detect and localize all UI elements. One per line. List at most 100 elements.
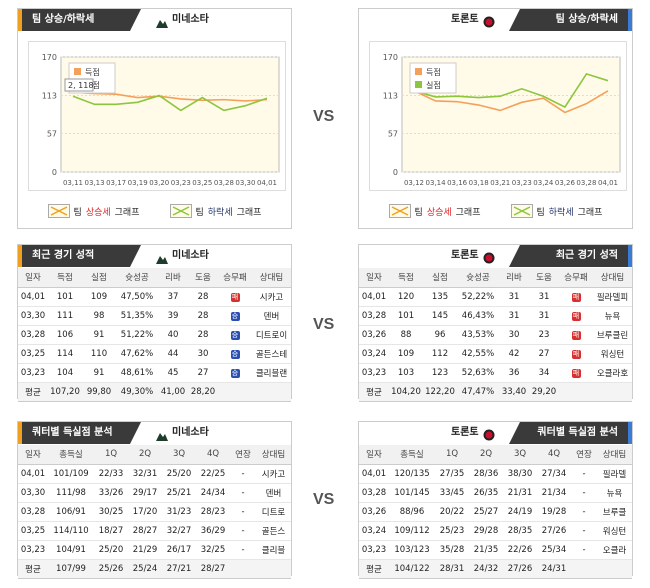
table-cell: 28/35 [503, 521, 537, 541]
series-line [72, 91, 268, 102]
table-row: 03,23 104/91 25/20 21/29 26/17 32/25- 클리블 [18, 540, 291, 560]
table-cell: 디트로이 [252, 325, 291, 345]
legend-up-word: 상승세 [426, 207, 452, 218]
minnesota-logo-icon [156, 428, 168, 441]
table-cell: 04,01 [18, 287, 48, 307]
minnesota-logo-icon [156, 15, 168, 28]
table-cell: 88 [389, 325, 423, 345]
table-cell: 109/112 [389, 521, 435, 541]
column-header: 도움 [188, 268, 218, 288]
table-cell: 91 [82, 325, 116, 345]
x-tick-label: 03,20 [149, 179, 169, 187]
down-trend-icon [510, 204, 533, 218]
table-cell: 03,26 [359, 502, 389, 522]
table-cell: 평균 [18, 382, 48, 402]
average-row: 평균 107,20 99,80 49,30% 41,00 28,20 [18, 382, 291, 402]
table-cell: 25/23 [435, 521, 469, 541]
table-cell: 25/34 [537, 540, 571, 560]
table-cell [218, 382, 252, 402]
left-recent-title: 최근 경기 성적 [18, 245, 141, 267]
table-cell: 30/25 [94, 502, 128, 522]
left-team-name: 미네소타 [156, 422, 209, 444]
toronto-logo-icon [483, 428, 495, 441]
table-cell: 47,50% [116, 287, 158, 307]
table-cell: 평균 [18, 559, 48, 579]
column-header: 3Q [503, 445, 537, 465]
legend-up-pre: 팀 [73, 207, 82, 218]
table-cell: 120/135 [389, 464, 435, 484]
table-cell: 22/25 [196, 464, 230, 484]
right-recent-table: 일자 득점 실점 슛성공 리바 도움 승무패 상대팀 04,01 120 135 52,22% 31 31… [359, 268, 632, 402]
table-cell: 28/23 [196, 502, 230, 522]
table-cell: 123 [423, 363, 457, 383]
table-cell: 27 [529, 344, 559, 364]
column-header: 도움 [529, 268, 559, 288]
table-cell: 101 [389, 306, 423, 326]
table-cell: 32/27 [162, 521, 196, 541]
x-tick-label: 03,16 [447, 179, 468, 187]
left-team-label: 미네소타 [172, 250, 209, 261]
x-tick-label: 03,26 [555, 179, 576, 187]
table-cell [593, 382, 632, 402]
table-row: 03,25 114/110 18/27 28/27 32/27 36/29- 골든스 [18, 521, 291, 541]
table-cell [252, 382, 291, 402]
table-cell [230, 559, 256, 579]
table-cell: 103/123 [389, 540, 435, 560]
left-quarter-title: 쿼터별 득실점 분석 [18, 422, 141, 444]
table-cell: 28,20 [188, 382, 218, 402]
table-cell: 51,22% [116, 325, 158, 345]
table-cell: 패 [559, 306, 593, 326]
table-row: 04,01 120 135 52,22% 31 31 패 필라델피 [359, 287, 632, 307]
up-trend-icon [47, 204, 70, 218]
table-row: 03,23 103 123 52,63% 36 34 패 오클라호 [359, 363, 632, 383]
table-cell: 91 [82, 363, 116, 383]
right-quarter-title: 쿼터별 득실점 분석 [509, 422, 632, 444]
table-row: 03,30 111/98 33/26 29/17 25/21 24/34- 덴버 [18, 483, 291, 503]
column-header: 슛성공 [457, 268, 499, 288]
table-cell: 승 [218, 325, 252, 345]
table-row: 04,01 101/109 22/33 32/31 25/20 22/25- 시카고 [18, 464, 291, 484]
column-header: 일자 [18, 445, 48, 465]
table-cell: 98 [82, 306, 116, 326]
table-row: 03,28 101 145 46,43% 31 31 패 뉴욕 [359, 306, 632, 326]
column-header: 3Q [162, 445, 196, 465]
legend-swatch [415, 81, 422, 88]
y-tick-label: 57 [47, 129, 57, 138]
table-cell: 26/17 [162, 540, 196, 560]
table-row: 03,26 88/96 20/22 25/27 24/19 19/28- 브루클 [359, 502, 632, 522]
table-cell: 114 [48, 344, 82, 364]
column-header: 총득실 [48, 445, 94, 465]
right-trend-panel: 팀 상승/하락세 토론토 0 57 113 170 03,12 03,14 03,16 03,… [358, 8, 633, 229]
table-cell [256, 559, 291, 579]
loss-badge: 패 [571, 292, 581, 302]
table-cell: 112 [423, 344, 457, 364]
table-cell: 36 [499, 363, 529, 383]
table-cell [559, 382, 593, 402]
column-header: 일자 [359, 445, 389, 465]
table-cell: 필라델피 [593, 287, 632, 307]
legend-down-word: 하락세 [207, 207, 233, 218]
legend-up-pre: 팀 [414, 207, 423, 218]
table-cell: 승 [218, 363, 252, 383]
table-cell: 03,24 [359, 344, 389, 364]
table-cell: 38/30 [503, 464, 537, 484]
table-cell: - [230, 540, 256, 560]
table-cell: 25/21 [162, 483, 196, 503]
table-cell: 골든스 [256, 521, 291, 541]
right-team-label: 토론토 [451, 14, 479, 25]
table-cell: 107/99 [48, 559, 94, 579]
table-cell: 43,53% [457, 325, 499, 345]
column-header: 4Q [537, 445, 571, 465]
table-cell: 24/34 [196, 483, 230, 503]
table-cell: 30 [188, 344, 218, 364]
column-header: 일자 [359, 268, 389, 288]
column-header: 1Q [435, 445, 469, 465]
x-tick-label: 03,19 [128, 179, 148, 187]
loss-badge: 패 [571, 349, 581, 359]
x-tick-label: 03,28 [214, 179, 234, 187]
table-cell: 37 [158, 287, 188, 307]
table-cell: - [571, 502, 597, 522]
table-cell: 104,20 [389, 382, 423, 402]
win-badge: 승 [230, 330, 240, 340]
